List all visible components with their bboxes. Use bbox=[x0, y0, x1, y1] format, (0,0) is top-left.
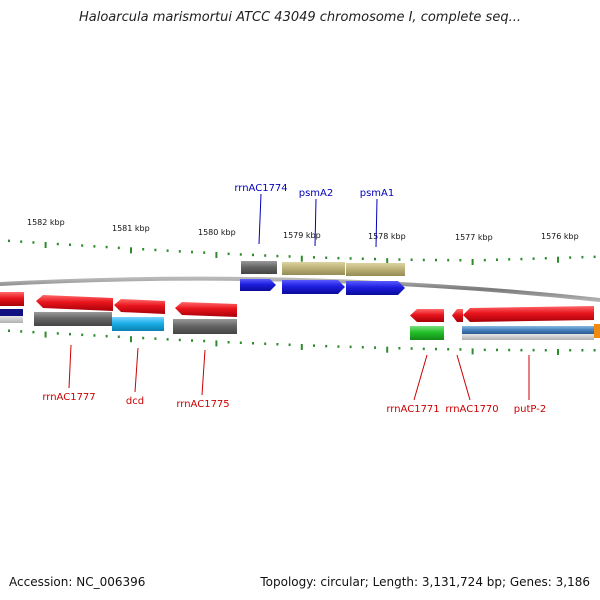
feature-orange-edge[interactable] bbox=[594, 324, 600, 338]
gene-label-putP-2[interactable]: putP-2 bbox=[514, 404, 546, 415]
feature-psmA1-gene[interactable] bbox=[346, 263, 405, 276]
feature-psmA2-cds[interactable] bbox=[282, 280, 345, 294]
inner-tick-row bbox=[8, 329, 596, 355]
gene-label-psmA2[interactable]: psmA2 bbox=[299, 188, 334, 199]
feature-rrnAC1771-gene[interactable] bbox=[410, 326, 444, 340]
leader-rrnAC1770 bbox=[456, 354, 471, 401]
feature-putP-2-cds[interactable] bbox=[463, 306, 594, 322]
gene-label-rrnAC1770[interactable]: rrnAC1770 bbox=[445, 404, 498, 415]
leader-rrnAC1775 bbox=[201, 349, 206, 396]
feature-rrnAC1777-gene[interactable] bbox=[34, 312, 112, 326]
kbp-label-1576: 1576 kbp bbox=[541, 232, 579, 241]
leader-rrnAC1774 bbox=[258, 193, 262, 245]
kbp-label-1579: 1579 kbp bbox=[283, 231, 321, 240]
kbp-label-1577: 1577 kbp bbox=[455, 233, 493, 242]
feature-psmA1-cds[interactable] bbox=[346, 281, 405, 295]
kbp-label-1578: 1578 kbp bbox=[368, 232, 406, 241]
leader-psmA2 bbox=[314, 198, 317, 247]
feature-rrnAC1775-cds[interactable] bbox=[175, 302, 237, 317]
map-title: Haloarcula marismortui ATCC 43049 chromo… bbox=[79, 10, 521, 25]
feature-putP-2-gene[interactable] bbox=[462, 326, 594, 334]
leader-rrnAC1771 bbox=[413, 354, 428, 401]
feature-left-edge-navy[interactable] bbox=[0, 309, 23, 316]
feature-rrnAC1774-gene[interactable] bbox=[241, 261, 277, 274]
feature-rrnAC1774-cds[interactable] bbox=[240, 279, 276, 291]
feature-rrnAC1777-cds[interactable] bbox=[36, 295, 113, 311]
kbp-label-1582: 1582 kbp bbox=[27, 218, 65, 227]
feature-rrnAC1775-gene[interactable] bbox=[173, 319, 237, 334]
gene-label-rrnAC1777[interactable]: rrnAC1777 bbox=[42, 392, 95, 403]
gene-label-psmA1[interactable]: psmA1 bbox=[360, 188, 395, 199]
feature-dcd-cds[interactable] bbox=[114, 299, 165, 314]
outer-tick-row bbox=[8, 239, 596, 265]
gene-label-dcd[interactable]: dcd bbox=[126, 396, 144, 407]
leader-rrnAC1777 bbox=[68, 344, 72, 389]
kbp-label-1581: 1581 kbp bbox=[112, 224, 150, 233]
feature-putP-2-gene-light[interactable] bbox=[462, 334, 594, 340]
topology-text: Topology: circular; Length: 3,131,724 bp… bbox=[260, 575, 590, 589]
feature-psmA2-gene[interactable] bbox=[282, 262, 345, 275]
feature-left-edge-light[interactable] bbox=[0, 316, 23, 323]
leader-dcd bbox=[134, 347, 139, 393]
feature-rrnAC1770-cds[interactable] bbox=[452, 309, 463, 322]
gene-label-rrnAC1775[interactable]: rrnAC1775 bbox=[176, 399, 229, 410]
gene-label-rrnAC1774[interactable]: rrnAC1774 bbox=[234, 183, 287, 194]
accession-text: Accession: NC_006396 bbox=[9, 575, 146, 589]
leader-psmA1 bbox=[375, 198, 378, 248]
feature-rrnAC1771-cds[interactable] bbox=[410, 309, 444, 322]
kbp-label-1580: 1580 kbp bbox=[198, 228, 236, 237]
feature-dcd-gene[interactable] bbox=[112, 317, 164, 331]
feature-left-edge-cds[interactable] bbox=[0, 292, 24, 306]
gene-label-rrnAC1771[interactable]: rrnAC1771 bbox=[386, 404, 439, 415]
